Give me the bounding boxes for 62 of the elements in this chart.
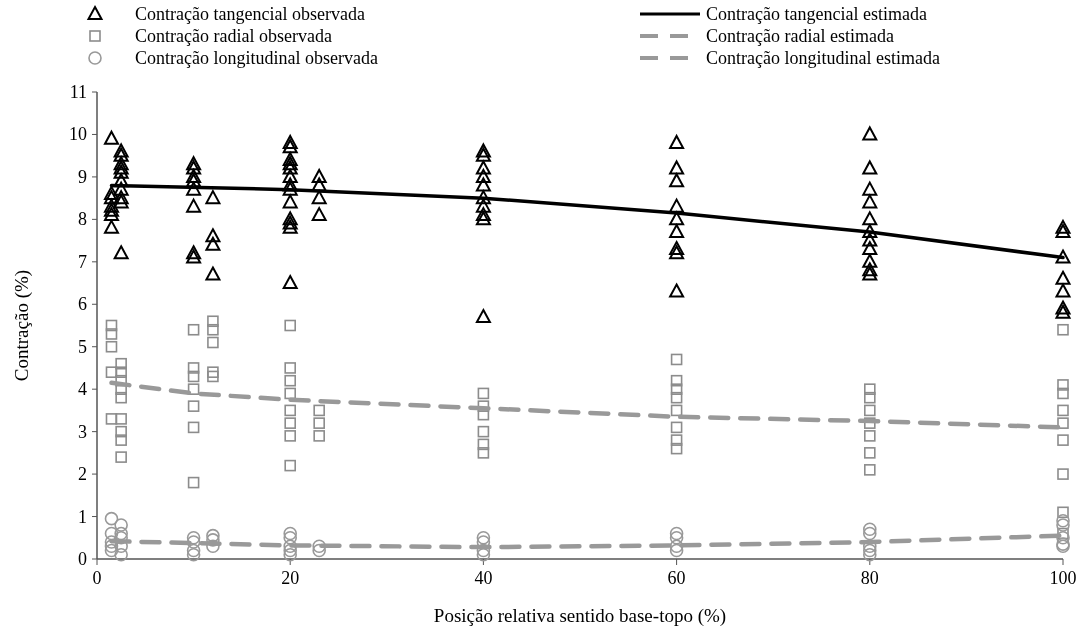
x-axis-title: Posição relativa sentido base-topo (%): [433, 605, 727, 627]
point: [312, 539, 326, 554]
point: [114, 526, 128, 541]
point: [186, 530, 201, 545]
y-tick-label: 10: [69, 124, 87, 145]
y-tick-label: 2: [78, 464, 87, 485]
point: [1056, 513, 1070, 528]
point: [476, 543, 491, 558]
y-tick-label: 3: [78, 421, 87, 442]
point: [283, 526, 297, 541]
point: [863, 547, 877, 562]
point: [283, 530, 297, 545]
y-tick-label: 6: [78, 294, 87, 315]
y-axis-title: Contração (%): [11, 269, 33, 382]
point: [863, 526, 877, 541]
point: [283, 543, 297, 558]
point: [104, 526, 119, 541]
point: [186, 543, 201, 558]
point: [186, 535, 201, 549]
y-tick-label: 1: [78, 506, 87, 527]
legend-label: Contração tangencial estimada: [706, 4, 927, 24]
legend-label: Contração radial estimada: [706, 26, 894, 46]
point: [669, 543, 684, 558]
point: [476, 530, 491, 545]
y-tick-label: 0: [78, 549, 87, 569]
legend-label: Contração radial observada: [135, 26, 332, 46]
legend-label: Contração longitudinal observada: [135, 48, 378, 68]
x-tick-label: 100: [1049, 568, 1077, 588]
x-tick-label: 60: [667, 568, 686, 588]
legend-label: Contração longitudinal estimada: [706, 48, 940, 68]
point: [104, 535, 119, 549]
point: [104, 511, 119, 526]
point: [669, 530, 684, 545]
point: [863, 522, 877, 537]
point: [104, 539, 119, 554]
x-tick-label: 20: [281, 568, 300, 588]
y-tick-label: 7: [78, 251, 87, 272]
point: [114, 518, 128, 532]
point: [1056, 530, 1070, 545]
y-tick-label: 5: [78, 336, 87, 357]
point: [206, 533, 220, 547]
point: [283, 539, 297, 554]
point: [186, 547, 201, 562]
x-tick-label: 0: [92, 568, 102, 588]
legend-label: Contração tangencial observada: [135, 4, 365, 24]
point: [104, 543, 119, 558]
point: [312, 543, 326, 558]
y-tick-label: 11: [69, 82, 87, 102]
x-tick-label: 80: [860, 568, 879, 588]
x-tick-label: 40: [474, 568, 493, 588]
point: [206, 539, 220, 554]
point: [476, 547, 491, 562]
y-tick-label: 4: [78, 379, 87, 400]
point: [206, 528, 220, 543]
y-tick-label: 9: [78, 166, 87, 187]
point: [669, 526, 684, 541]
point: [114, 547, 128, 562]
point: [1056, 518, 1070, 532]
point: [669, 539, 684, 554]
point: [863, 543, 877, 558]
y-tick-label: 8: [78, 209, 87, 230]
point: [283, 547, 297, 562]
